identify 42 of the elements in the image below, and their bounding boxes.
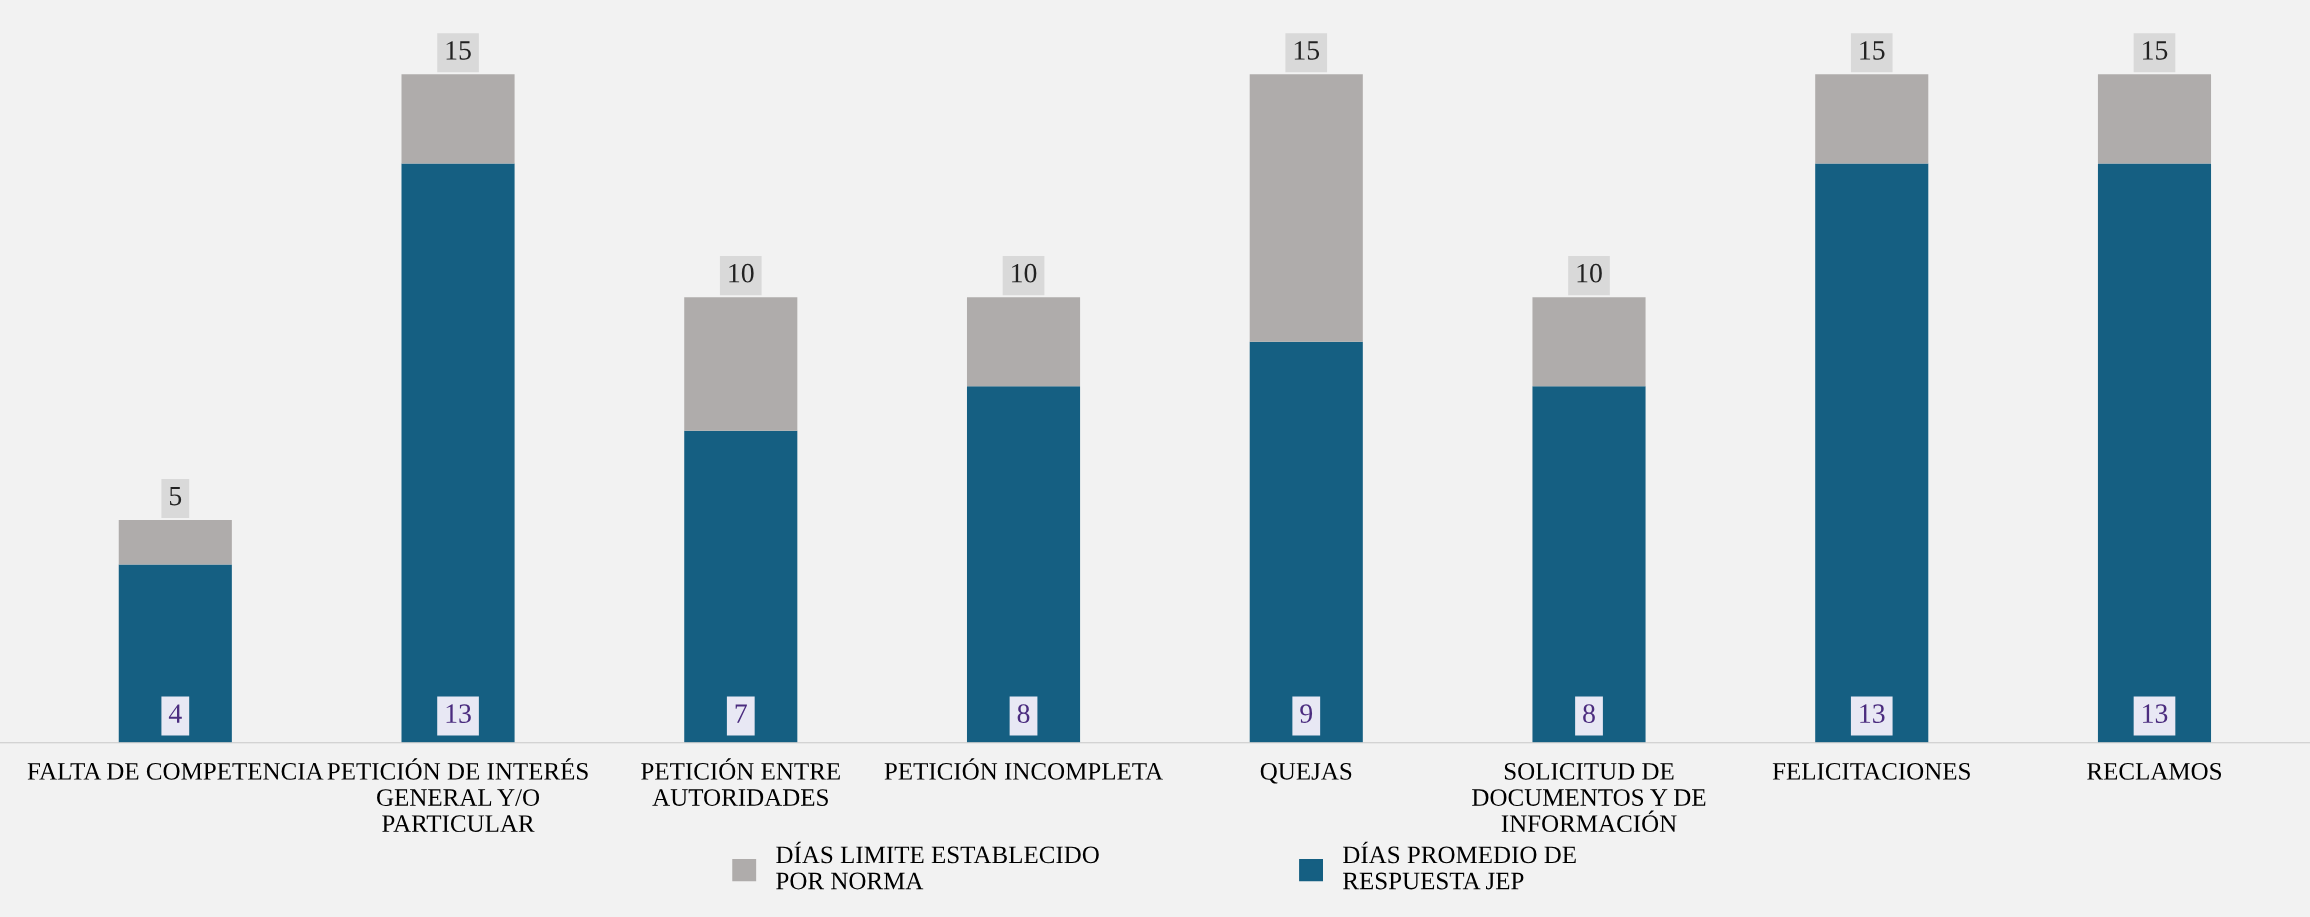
total-label: 15 [2143, 41, 2168, 60]
total-label: 10 [729, 263, 754, 283]
bar [1249, 74, 1363, 342]
total-label: 15 [1860, 41, 1885, 60]
data-label: 13 [446, 704, 471, 723]
bar [401, 163, 515, 743]
legend-label: DÍAS PROMEDIO DE RESPUESTA JEP [1343, 841, 1576, 890]
total-label: 15 [1294, 41, 1320, 60]
bar [118, 564, 232, 743]
bar [118, 519, 232, 565]
bar [1249, 341, 1363, 743]
data-label: 9 [1300, 704, 1313, 723]
bar [1815, 163, 1929, 743]
data-label: 8 [1017, 704, 1030, 723]
total-label: 5 [169, 486, 182, 506]
data-label: 13 [2143, 704, 2168, 723]
data-label: 7 [735, 704, 747, 723]
bar [401, 74, 515, 164]
bar [966, 386, 1081, 743]
data-label: 8 [1583, 704, 1595, 723]
data-label: 13 [1860, 704, 1885, 723]
legend-label: DÍAS LIMITE ESTABLECIDO POR NORMA [776, 841, 1099, 890]
bar [1532, 386, 1646, 743]
bar [1532, 297, 1646, 387]
total-label: 10 [1012, 263, 1037, 283]
x-tick-label: FALTA DE COMPETENCIA [27, 763, 324, 780]
x-tick-label: PETICIÓN ENTRE AUTORIDADES [641, 758, 840, 806]
x-tick-label: PETICIÓN DE INTERÉS GENERAL Y/O PARTICULAR [327, 758, 588, 833]
bar [2097, 163, 2212, 743]
bar [2097, 74, 2212, 164]
data-label: 4 [168, 704, 182, 723]
bar [1815, 74, 1929, 164]
bar [684, 430, 798, 743]
x-tick-label: PETICIÓN INCOMPLETA [884, 758, 1163, 780]
x-tick-label: QUEJAS [1260, 763, 1352, 784]
total-label: 10 [1577, 263, 1602, 283]
bar [966, 297, 1081, 387]
x-tick-label: FELICITACIONES [1772, 763, 1970, 780]
x-tick-label: RECLAMOS [2087, 763, 2222, 780]
x-tick-label: SOLICITUD DE DOCUMENTOS Y DE INFORMACIÓN [1472, 763, 1706, 833]
bar [684, 297, 798, 431]
total-label: 15 [446, 41, 471, 60]
